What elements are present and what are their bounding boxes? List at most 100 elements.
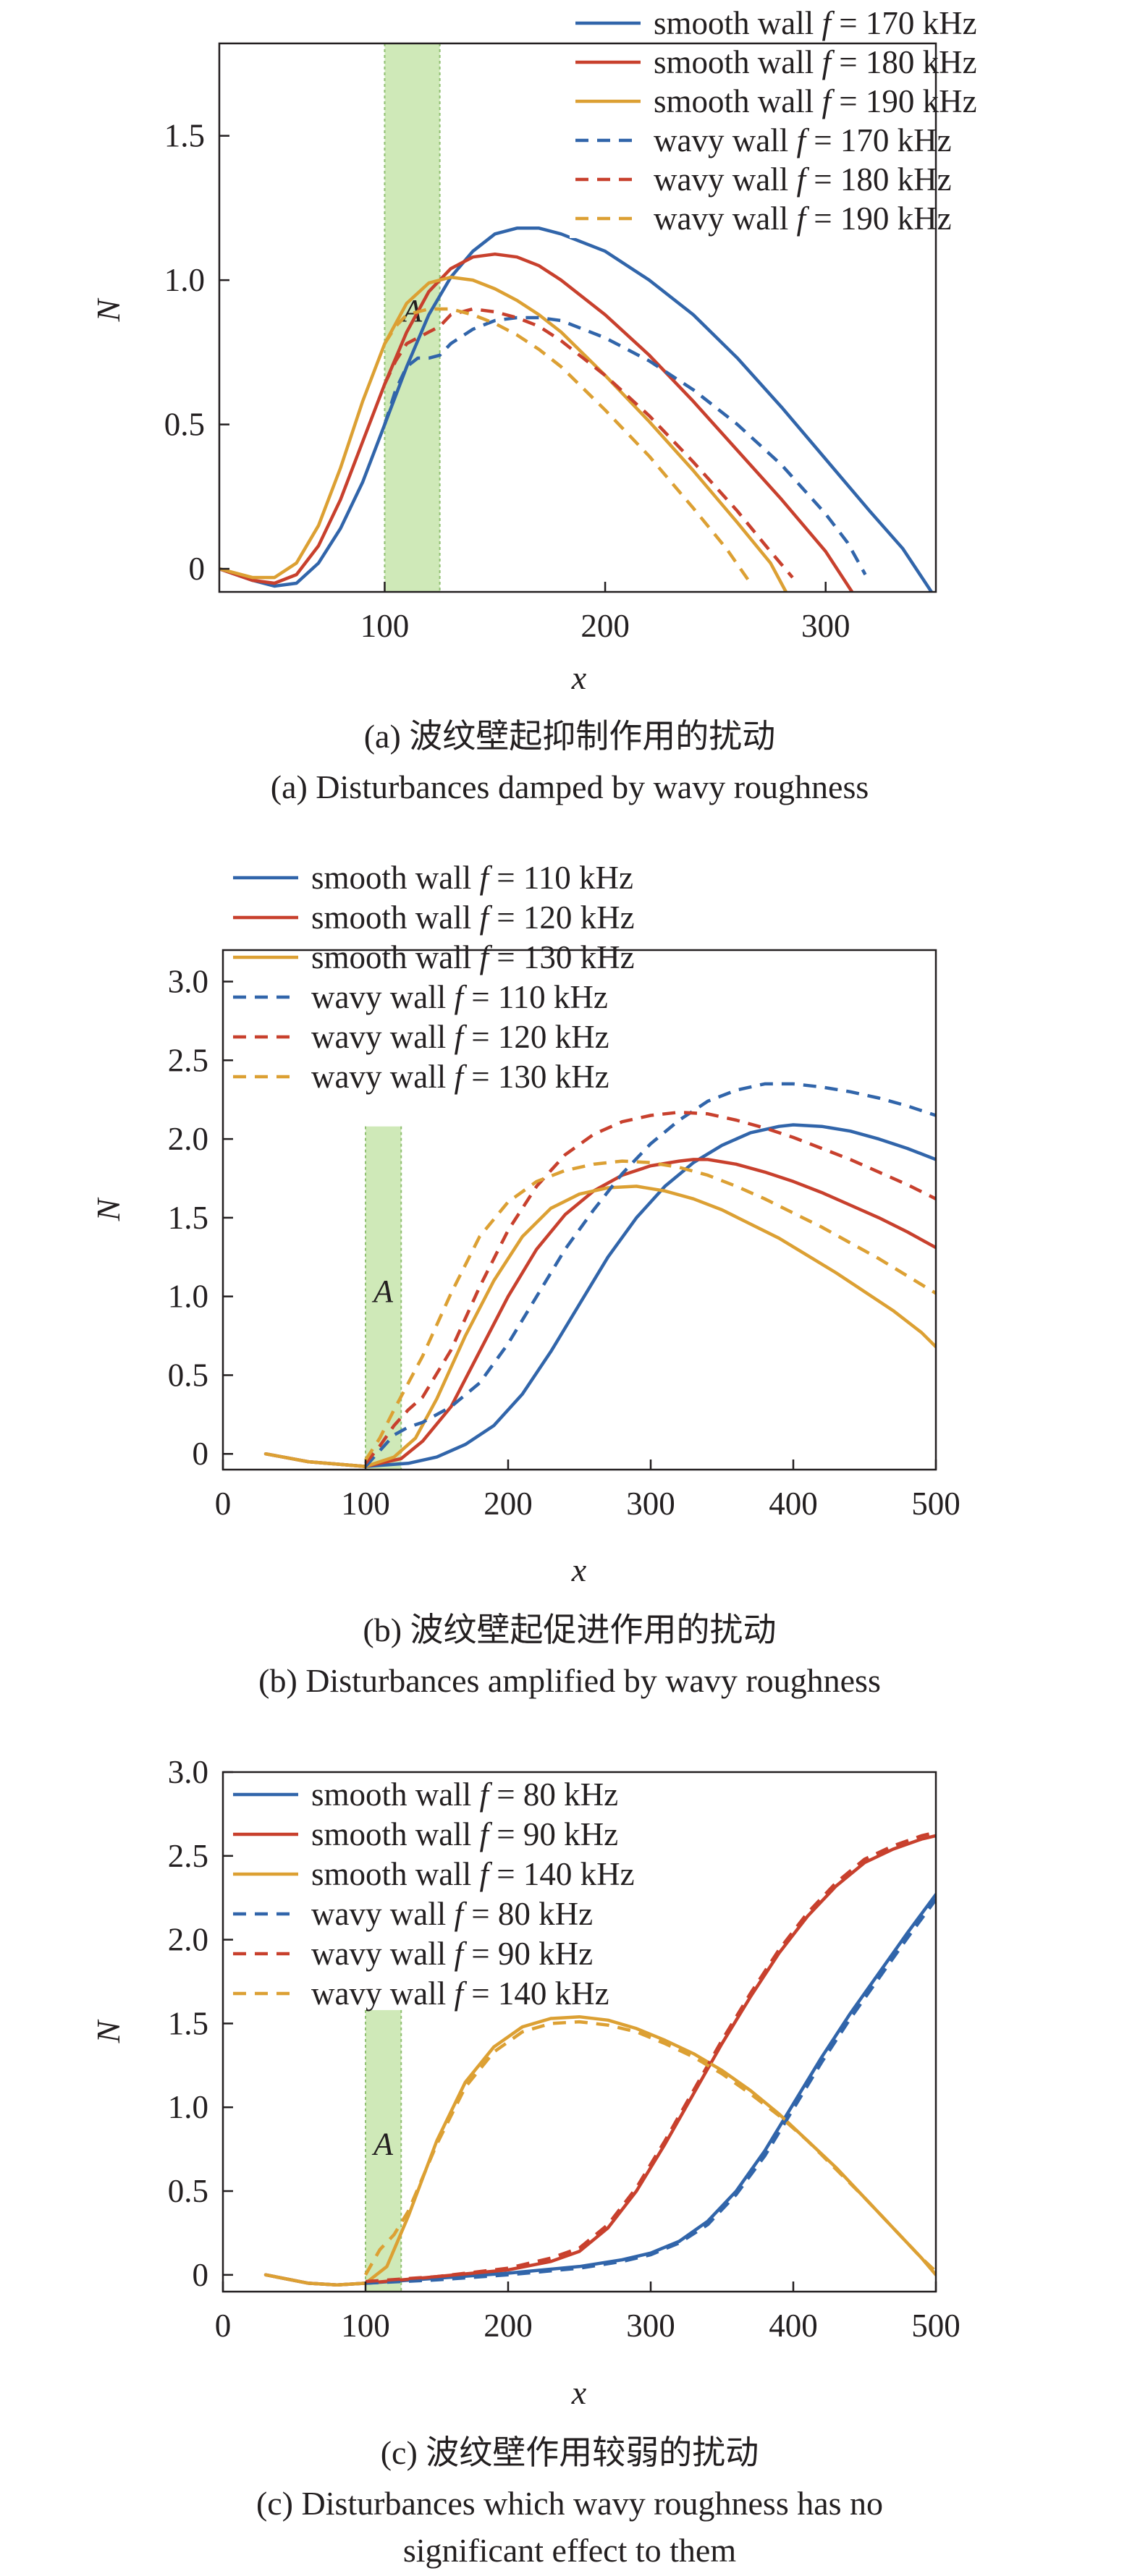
panel-b-legend-entry: smooth wall f = 130 kHz <box>227 937 641 978</box>
panel-a-caption-en: (a) Disturbances damped by wavy roughnes… <box>271 768 869 805</box>
panel-a-ticks: 100 200 300 0 0.5 1.0 1.5 <box>164 118 850 644</box>
panel-c-caption-en-line2: significant effect to them <box>403 2532 736 2569</box>
panel-b-legend-label: wavy wall f = 120 kHz <box>311 1019 609 1055</box>
panel-a-region: A <box>384 43 441 592</box>
panel-c-y-axis-label: N <box>90 2019 127 2043</box>
panel-b-legend-entry: wavy wall f = 130 kHz <box>227 1056 615 1097</box>
panel-b-legend-label: smooth wall f = 120 kHz <box>311 899 635 936</box>
panel-a-series-wavy-3 <box>383 315 867 576</box>
panel-c-series-wavy-3 <box>365 1898 936 2285</box>
panel-b-legend-label: wavy wall f = 110 kHz <box>311 979 608 1015</box>
panel-a-series-smooth-1 <box>219 252 854 592</box>
panel-a-legend-entry: wavy wall f = 190 kHz <box>570 199 958 238</box>
panel-b-frame <box>221 949 937 1471</box>
panel-a-y-tick-label: 1.5 <box>164 118 205 154</box>
panel-b-x-axis-label: x <box>571 1551 587 1588</box>
panel-c-x-tick-label: 0 <box>215 2308 232 2344</box>
panel-a-series <box>219 226 934 592</box>
panel-a-y-axis-label: N <box>90 297 127 322</box>
panel-b-series <box>263 1082 936 1468</box>
panel-a-frame <box>218 42 937 593</box>
panel-a-y-tick-label: 0.5 <box>164 407 205 443</box>
panel-b-x-tick-label: 500 <box>911 1486 960 1522</box>
panel-c-x-tick-label: 200 <box>484 2308 533 2344</box>
panel-c-y-tick-label: 2.0 <box>168 1922 208 1958</box>
panel-b-series-smooth-2 <box>263 1185 936 1468</box>
panel-b-series-wavy-4 <box>364 1110 936 1465</box>
panel-b-x-tick-label: 400 <box>769 1486 818 1522</box>
panel-b-y-tick-label: 3.0 <box>168 964 208 1000</box>
panel-b-legend-entry: wavy wall f = 110 kHz <box>227 977 614 1017</box>
panel-c-y-tick-label: 1.0 <box>168 2089 208 2125</box>
panel-a-legend-entry: smooth wall f = 180 kHz <box>570 43 983 82</box>
panel-b-y-tick-label: 0.5 <box>168 1357 208 1393</box>
panel-c-legend-label: smooth wall f = 90 kHz <box>311 1816 618 1852</box>
panel-c-legend-entry: wavy wall f = 140 kHz <box>233 1975 609 2012</box>
panel-b-legend-backdrop <box>227 1056 615 1097</box>
panel-a-x-tick-label: 100 <box>360 608 410 644</box>
panel-c-x-tick-label: 300 <box>626 2308 675 2344</box>
panel-c-legend-entry: smooth wall f = 140 kHz <box>233 1856 635 1892</box>
panel-a-x-tick-label: 200 <box>580 608 630 644</box>
panel-a-legend-label: smooth wall f = 190 kHz <box>654 83 977 119</box>
panel-b-ticks: 0 100 200 300 400 500 0 0.5 1.0 1.5 2.0 2.5 3.0 <box>168 964 960 1522</box>
panel-a-x-axis-label: x <box>571 659 587 696</box>
panel-a-legend-entry: wavy wall f = 170 kHz <box>570 121 958 160</box>
panel-b-y-tick-label: 0 <box>193 1436 209 1472</box>
panel-c-legend-label: wavy wall f = 140 kHz <box>311 1975 609 2012</box>
panel-c-caption-cn: (c) 波纹壁作用较弱的扰动 <box>381 2434 759 2471</box>
panel-a-legend-label: smooth wall f = 180 kHz <box>654 44 977 80</box>
panel-a-x-tick-label: 300 <box>801 608 850 644</box>
panel-a-caption-cn: (a) 波纹壁起抑制作用的扰动 <box>364 718 776 755</box>
panel-b-y-tick-label: 2.5 <box>168 1042 208 1078</box>
panel-c-caption-en-line1: (c) Disturbances which wavy roughness ha… <box>256 2485 883 2522</box>
panel-a-legend-label: wavy wall f = 190 kHz <box>654 200 952 237</box>
panel-c-y-tick-label: 1.5 <box>168 2005 208 2041</box>
panel-c-y-tick-label: 3.0 <box>168 1754 208 1790</box>
panel-b-legend-label: smooth wall f = 130 kHz <box>311 939 635 975</box>
panel-c-legend-label: wavy wall f = 90 kHz <box>311 1936 593 1972</box>
panel-a-legend-entry: smooth wall f = 190 kHz <box>570 82 983 121</box>
panel-c-x-axis-label: x <box>571 2374 587 2411</box>
panel-c-region-label: A <box>371 2126 394 2161</box>
panel-a-legend-label: wavy wall f = 180 kHz <box>654 161 952 198</box>
panel-c-legend-label: wavy wall f = 80 kHz <box>311 1896 593 1932</box>
panel-b-legend-entry: wavy wall f = 120 kHz <box>227 1017 615 1057</box>
panel-b-x-tick-label: 200 <box>484 1486 533 1522</box>
panel-b-region-band <box>366 1126 402 1470</box>
panel-b-region-label: A <box>371 1274 394 1309</box>
panel-c-ticks: 0 100 200 300 400 500 0 0.5 1.0 1.5 2.0 2.5 3.0 <box>168 1754 960 2344</box>
panel-a-legend-label: smooth wall f = 170 kHz <box>654 5 977 41</box>
panel-b-legend-label: wavy wall f = 130 kHz <box>311 1059 609 1095</box>
panel-a-region-band <box>384 43 440 592</box>
panel-c-x-tick-label: 400 <box>769 2308 818 2344</box>
panel-a-series-smooth-2 <box>219 275 788 592</box>
panel-b-legend-entry: smooth wall f = 110 kHz <box>227 857 639 898</box>
panel-b-legend-entry: smooth wall f = 120 kHz <box>227 897 641 938</box>
panel-c-x-tick-label: 100 <box>341 2308 390 2344</box>
panel-b-y-axis-label: N <box>90 1197 127 1221</box>
panel-b-legend-backdrop <box>227 977 614 1017</box>
panel-c-x-tick-label: 500 <box>911 2308 960 2344</box>
panel-b-x-tick-label: 300 <box>626 1486 675 1522</box>
panel-c-legend-label: smooth wall f = 80 kHz <box>311 1776 618 1813</box>
panel-c-frame <box>221 1771 937 2293</box>
panel-a-y-tick-label: 0 <box>189 551 206 587</box>
panel-c-y-tick-label: 2.5 <box>168 1838 208 1874</box>
panel-c-legend-entry: wavy wall f = 80 kHz <box>233 1896 593 1932</box>
panel-a-legend-backdrop <box>570 121 958 160</box>
panel-b-x-tick-label: 0 <box>215 1486 232 1522</box>
panel-c-series-wavy-5 <box>364 2020 936 2276</box>
panel-b-region: A <box>365 1126 402 1470</box>
panel-a-legend-backdrop <box>570 199 958 238</box>
panel-a-legend-label: wavy wall f = 170 kHz <box>654 122 952 158</box>
panel-b-series-wavy-5 <box>364 1159 936 1462</box>
panel-b-caption-cn: (b) 波纹壁起促进作用的扰动 <box>363 1611 776 1648</box>
panel-a-series-smooth-0 <box>219 226 934 592</box>
